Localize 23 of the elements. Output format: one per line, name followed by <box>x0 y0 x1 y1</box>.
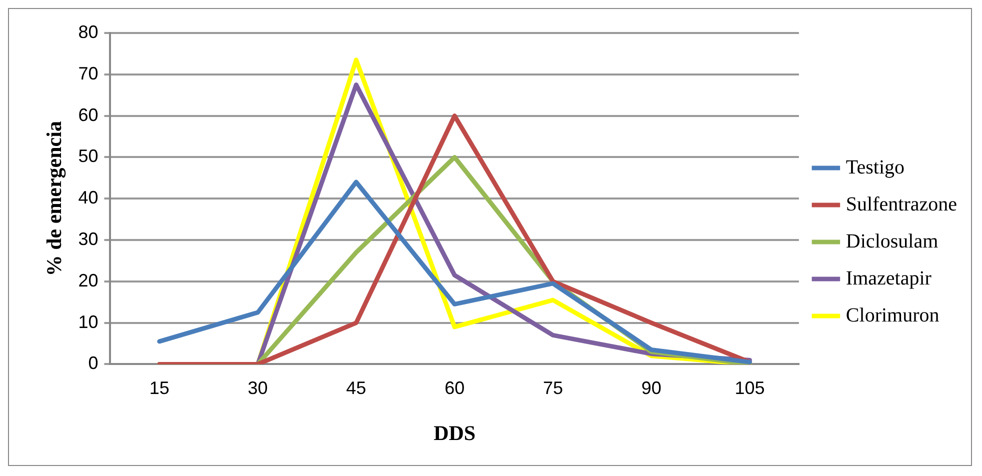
x-tick-label: 30 <box>248 378 268 398</box>
legend-label: Diclosulam <box>846 230 939 252</box>
y-tick-label: 0 <box>88 353 98 374</box>
y-tick-label: 50 <box>78 146 98 166</box>
legend-label: Imazetapir <box>846 267 932 290</box>
x-tick-label: 60 <box>444 378 465 398</box>
x-tick-label: 90 <box>641 378 662 398</box>
y-tick-label: 70 <box>78 63 98 84</box>
legend-label: Clorimuron <box>846 304 940 326</box>
y-axis-title: % de emergencia <box>42 120 66 276</box>
y-tick-label: 20 <box>78 270 98 290</box>
y-tick-label: 80 <box>78 22 98 42</box>
legend-label: Testigo <box>846 156 905 178</box>
x-tick-label: 75 <box>542 378 563 398</box>
y-tick-label: 30 <box>78 228 98 249</box>
y-tick-label: 40 <box>78 188 98 208</box>
x-tick-label: 105 <box>734 378 765 398</box>
y-tick-label: 10 <box>78 312 98 332</box>
y-tick-label: 60 <box>78 104 98 125</box>
legend-label: Sulfentrazone <box>846 193 958 216</box>
x-tick-label: 45 <box>346 378 366 398</box>
x-tick-label: 15 <box>149 378 170 398</box>
x-axis-title: DDS <box>434 420 476 445</box>
